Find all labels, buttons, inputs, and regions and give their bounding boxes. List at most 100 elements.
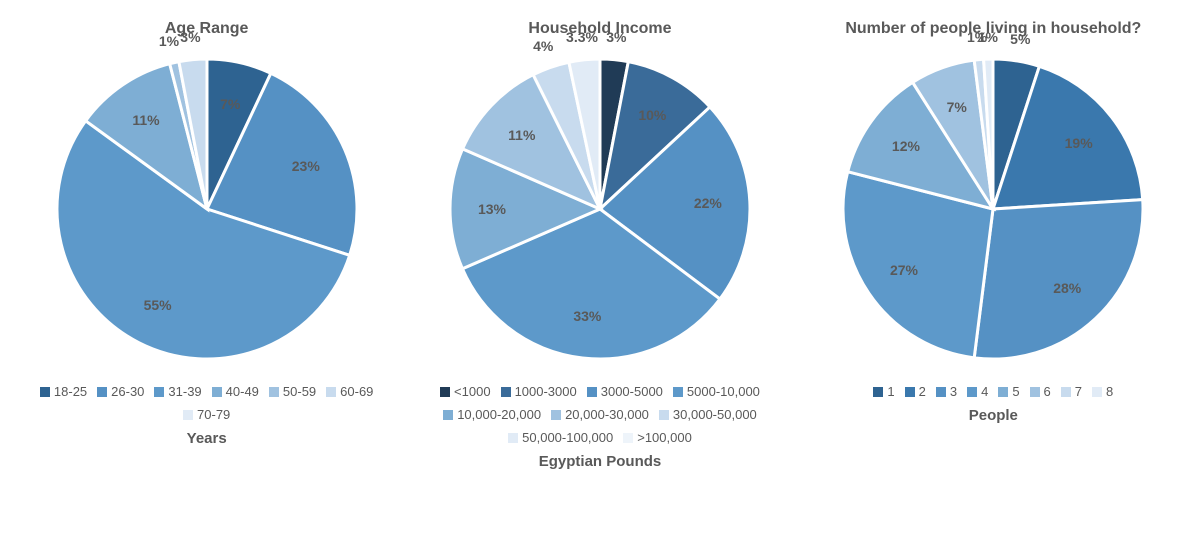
legend-item: 3000-5000	[587, 384, 663, 399]
legend-label: 1	[887, 384, 894, 399]
legend-item: 70-79	[183, 407, 230, 422]
slice-label: 3.3%	[566, 29, 598, 45]
legend-label: 4	[981, 384, 988, 399]
legend-label: 10,000-20,000	[457, 407, 541, 422]
pie-chart-age: 7%23%55%11%1%3%	[42, 44, 372, 374]
legend-swatch	[443, 410, 453, 420]
legend-swatch	[936, 387, 946, 397]
legend-item: 3	[936, 384, 957, 399]
slice-label: 7%	[947, 99, 967, 115]
slice-label: 5%	[1010, 31, 1030, 47]
legend-swatch	[967, 387, 977, 397]
legend-swatch	[659, 410, 669, 420]
slice-label: 28%	[1053, 280, 1081, 296]
legend-label: 50,000-100,000	[522, 430, 613, 445]
legend-swatch	[587, 387, 597, 397]
legend-swatch	[998, 387, 1008, 397]
legend-label: <1000	[454, 384, 491, 399]
legend-swatch	[905, 387, 915, 397]
slice-label: 11%	[508, 127, 535, 143]
legend-label: 18-25	[54, 384, 87, 399]
slice-label: 22%	[694, 195, 722, 211]
slice-label: 1%	[978, 29, 998, 45]
legend-item: 5000-10,000	[673, 384, 760, 399]
legend-label: 30,000-50,000	[673, 407, 757, 422]
legend-label: 40-49	[226, 384, 259, 399]
axis-label: Years	[187, 430, 227, 447]
legend-item: >100,000	[623, 430, 692, 445]
legend-label: 5	[1012, 384, 1019, 399]
legend-label: 31-39	[168, 384, 201, 399]
legend-swatch	[40, 387, 50, 397]
legend-swatch	[501, 387, 511, 397]
legend-item: 6	[1030, 384, 1051, 399]
legend-swatch	[551, 410, 561, 420]
chart-title: Household Income	[528, 20, 671, 38]
legend-swatch	[97, 387, 107, 397]
legend-item: 31-39	[154, 384, 201, 399]
legend-label: 3000-5000	[601, 384, 663, 399]
legend-swatch	[183, 410, 193, 420]
legend-label: 20,000-30,000	[565, 407, 649, 422]
legend-swatch	[326, 387, 336, 397]
legend-income: <1000 1000-3000 3000-5000 5000-10,000 10,000…	[413, 384, 786, 445]
legend-label: 6	[1044, 384, 1051, 399]
slice-label: 13%	[478, 201, 506, 217]
legend-swatch	[873, 387, 883, 397]
legend-swatch	[673, 387, 683, 397]
slice-label: 27%	[890, 262, 918, 278]
legend-item: 30,000-50,000	[659, 407, 757, 422]
pie-chart-household: 5%19%28%27%12%7%1%1%	[828, 44, 1158, 374]
slice-label: 7%	[220, 96, 240, 112]
legend-label: 8	[1106, 384, 1113, 399]
slice-label: 33%	[573, 308, 601, 324]
legend-label: >100,000	[637, 430, 692, 445]
chart-panel-age: Age Range 7%23%55%11%1%3% 18-2526-3031-3…	[20, 20, 393, 447]
legend-household: 1 2 3 4 5 6 7 8	[873, 384, 1113, 399]
legend-swatch	[269, 387, 279, 397]
chart-panel-income: Household Income 3%10%22%33%13%11%4%3.3%…	[413, 20, 786, 470]
slice-label: 55%	[144, 297, 172, 313]
pie-chart-income: 3%10%22%33%13%11%4%3.3%	[435, 44, 765, 374]
legend-label: 26-30	[111, 384, 144, 399]
legend-swatch	[154, 387, 164, 397]
legend-label: 50-59	[283, 384, 316, 399]
legend-item: 7	[1061, 384, 1082, 399]
slice-label: 19%	[1065, 135, 1093, 151]
legend-swatch	[1030, 387, 1040, 397]
legend-item: 20,000-30,000	[551, 407, 649, 422]
chart-panel-household: Number of people living in household? 5%…	[807, 20, 1180, 424]
legend-item: 2	[905, 384, 926, 399]
legend-item: 1	[873, 384, 894, 399]
legend-label: 70-79	[197, 407, 230, 422]
legend-item: 1000-3000	[501, 384, 577, 399]
slice-label: 4%	[533, 38, 553, 54]
slice-label: 12%	[892, 138, 920, 154]
legend-swatch	[440, 387, 450, 397]
legend-swatch	[1061, 387, 1071, 397]
legend-swatch	[508, 433, 518, 443]
slice-label: 3%	[606, 29, 626, 45]
legend-swatch	[212, 387, 222, 397]
legend-item: 18-25	[40, 384, 87, 399]
axis-label: Egyptian Pounds	[539, 453, 662, 470]
legend-item: 5	[998, 384, 1019, 399]
legend-label: 2	[919, 384, 926, 399]
slice-label: 23%	[292, 158, 320, 174]
legend-label: 7	[1075, 384, 1082, 399]
legend-item: 10,000-20,000	[443, 407, 541, 422]
legend-item: 26-30	[97, 384, 144, 399]
legend-label: 60-69	[340, 384, 373, 399]
legend-age: 18-25 26-30 31-39 40-49 50-59 60-69 70-79	[20, 384, 393, 422]
legend-item: 50,000-100,000	[508, 430, 613, 445]
slice-label: 3%	[180, 29, 200, 45]
legend-swatch	[1092, 387, 1102, 397]
axis-label: People	[969, 407, 1018, 424]
legend-item: <1000	[440, 384, 491, 399]
legend-item: 4	[967, 384, 988, 399]
slice-label: 11%	[132, 112, 159, 128]
legend-item: 40-49	[212, 384, 259, 399]
legend-label: 3	[950, 384, 957, 399]
legend-label: 5000-10,000	[687, 384, 760, 399]
charts-row: Age Range 7%23%55%11%1%3% 18-2526-3031-3…	[20, 20, 1180, 470]
